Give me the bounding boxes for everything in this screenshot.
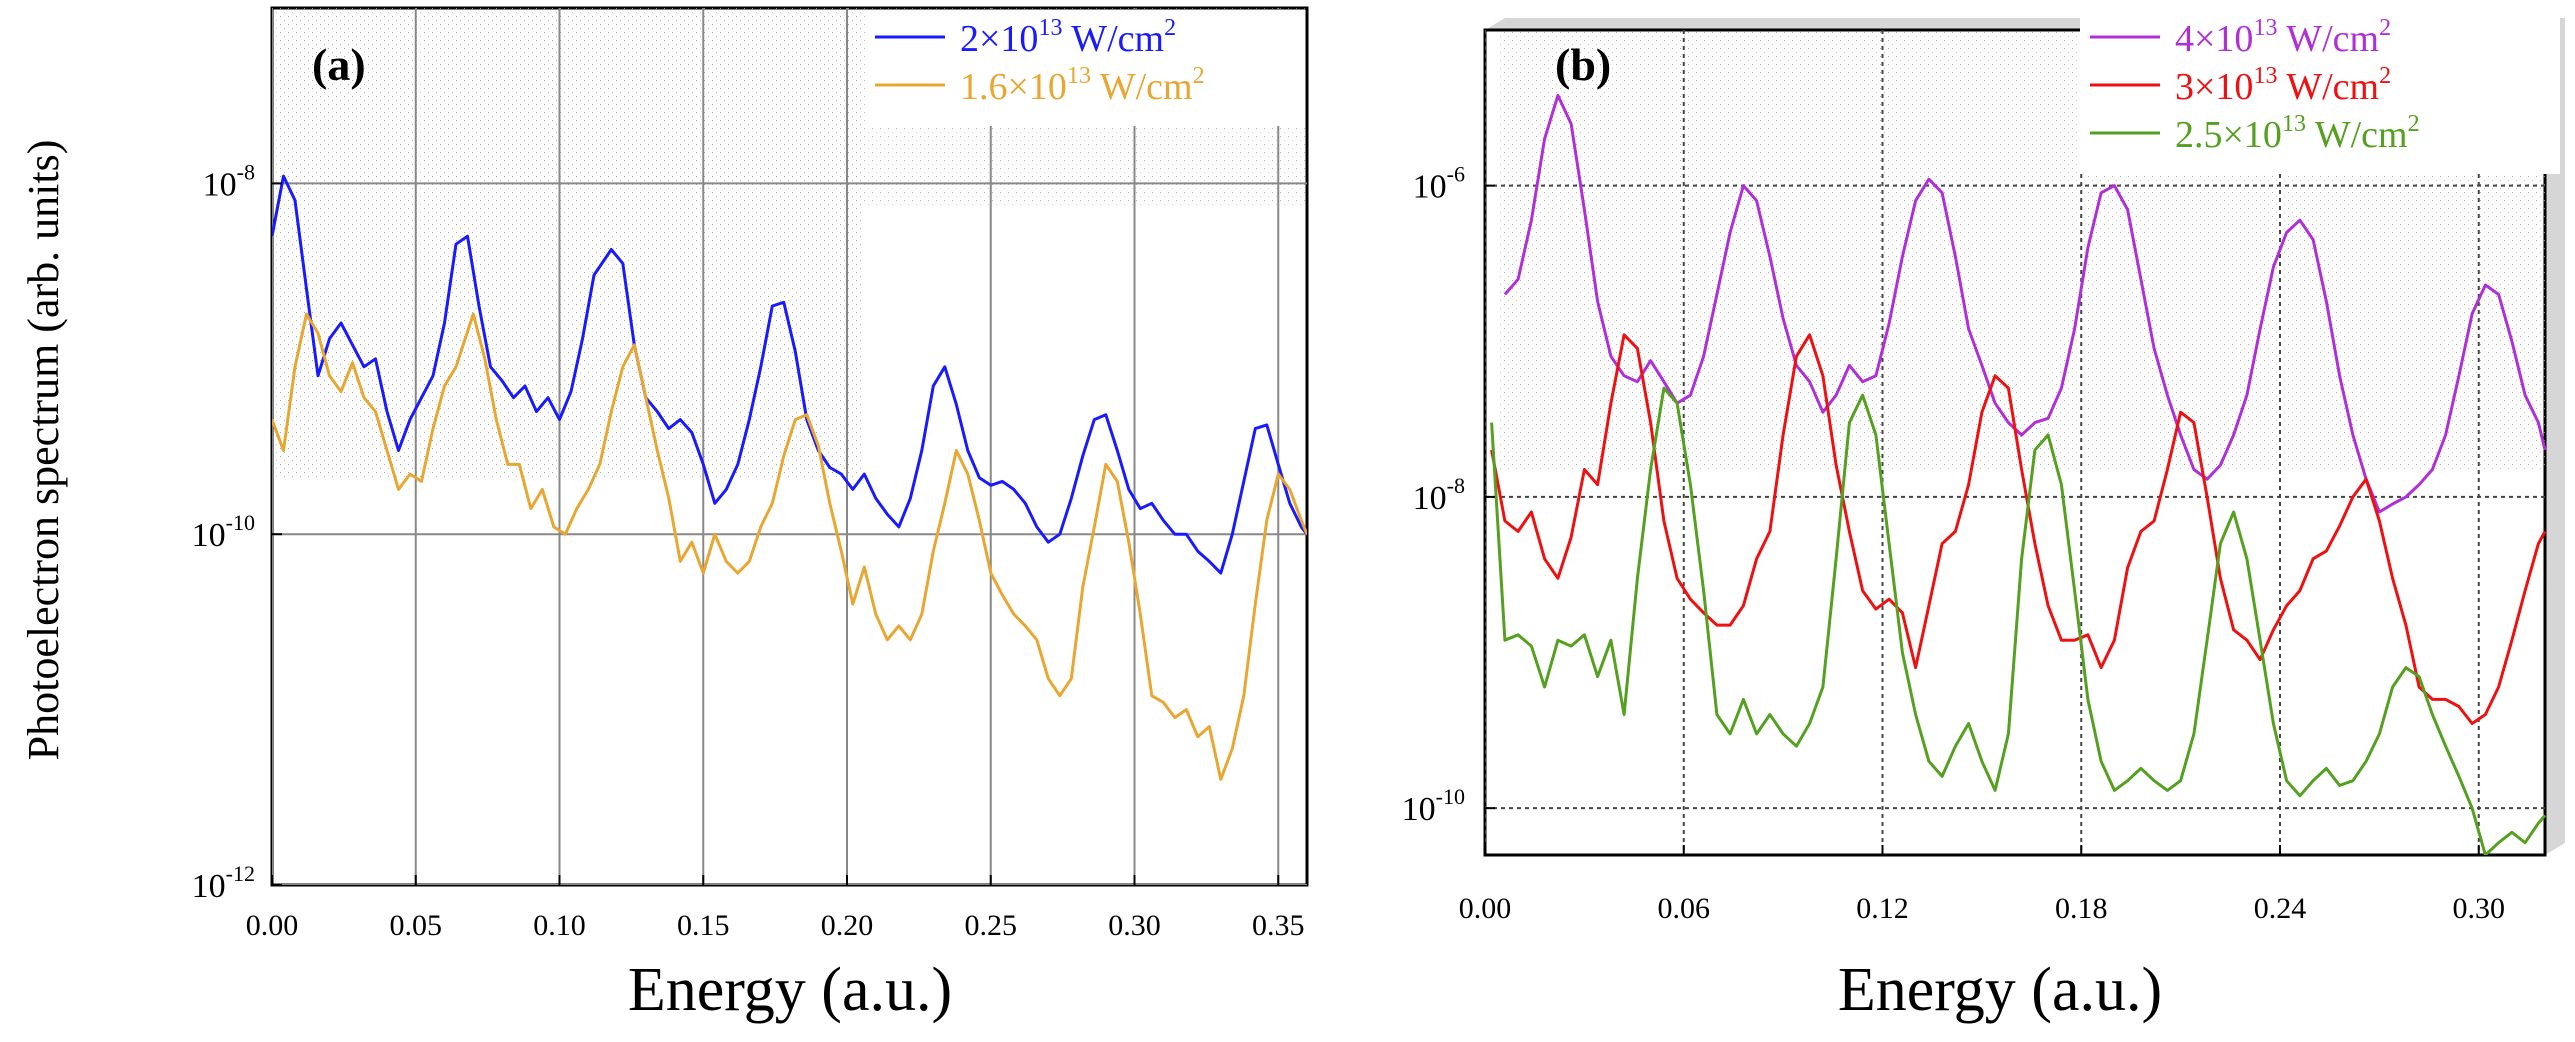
panel-b-x-axis-title: Energy (a.u.): [1838, 956, 2162, 1024]
series-line-1: [1503, 93, 2547, 514]
panel-a-label: (a): [312, 39, 366, 90]
x-tick-label: 0.15: [677, 909, 730, 942]
x-tick-label: 0.05: [390, 909, 443, 942]
y-tick-label: 10-12: [192, 861, 255, 905]
panel-a: 0.00 0.05 0.10 0.15 0.20 0.25 0.30 0.35 10-810-…: [192, 6, 1309, 1024]
legend-box: [865, 10, 1305, 126]
legend-label: 2.5×1013 W/cm2: [2175, 111, 2420, 156]
panel-a-y-ticks: 10-8 10-10 10-12: [192, 159, 282, 905]
series-line-2: [1490, 333, 2547, 725]
y-tick-label: 10-10: [1402, 784, 1465, 828]
x-tick-label: 0.20: [821, 909, 874, 942]
x-tick-label: 0.30: [2453, 892, 2506, 925]
x-tick-label: 0.25: [965, 909, 1018, 942]
x-tick-label: 0.00: [1459, 892, 1512, 925]
panel-a-x-axis-title: Energy (a.u.): [628, 956, 952, 1024]
y-axis-title: Photoelectron spectrum (arb. units): [19, 140, 68, 761]
panel-b-y-ticks: 10-6 10-8 10-10: [1402, 162, 1495, 828]
y-tick-label: 10-6: [1413, 162, 1465, 206]
x-tick-label: 0.24: [2254, 892, 2307, 925]
panel-b: 0.00 0.06 0.12 0.18 0.24 0.30 10-6 10-8 10-10 (…: [1402, 10, 2565, 1024]
y-tick-label: 10-10: [192, 510, 255, 554]
panel-b-x-ticks: 0.00 0.06 0.12 0.18 0.24 0.30: [1459, 845, 2505, 925]
x-tick-label: 0.12: [1856, 892, 1909, 925]
x-tick-label: 0.00: [246, 909, 299, 942]
panel-a-x-ticks: 0.00 0.05 0.10 0.15 0.20 0.25 0.30 0.35: [246, 875, 1305, 942]
x-tick-label: 0.06: [1658, 892, 1711, 925]
series-line-3: [1490, 386, 2547, 855]
series-line-2: [272, 312, 1307, 781]
panel-b-label: (b): [1555, 39, 1611, 90]
y-tick-label: 10-8: [1413, 473, 1465, 517]
legend-label: 1.6×1013 W/cm2: [960, 63, 1205, 108]
x-tick-label: 0.35: [1252, 909, 1305, 942]
series-line-1: [272, 174, 1307, 575]
x-tick-label: 0.30: [1108, 909, 1161, 942]
y-tick-label: 10-8: [203, 159, 255, 203]
legend-label: 3×1013 W/cm2: [2175, 63, 2391, 108]
legend-label: 2×1013 W/cm2: [960, 15, 1176, 60]
panel-a-series: [272, 174, 1307, 781]
x-tick-label: 0.10: [533, 909, 586, 942]
panel-b-series: [1490, 93, 2547, 855]
x-tick-label: 0.18: [2055, 892, 2108, 925]
legend-label: 4×1013 W/cm2: [2175, 15, 2391, 60]
